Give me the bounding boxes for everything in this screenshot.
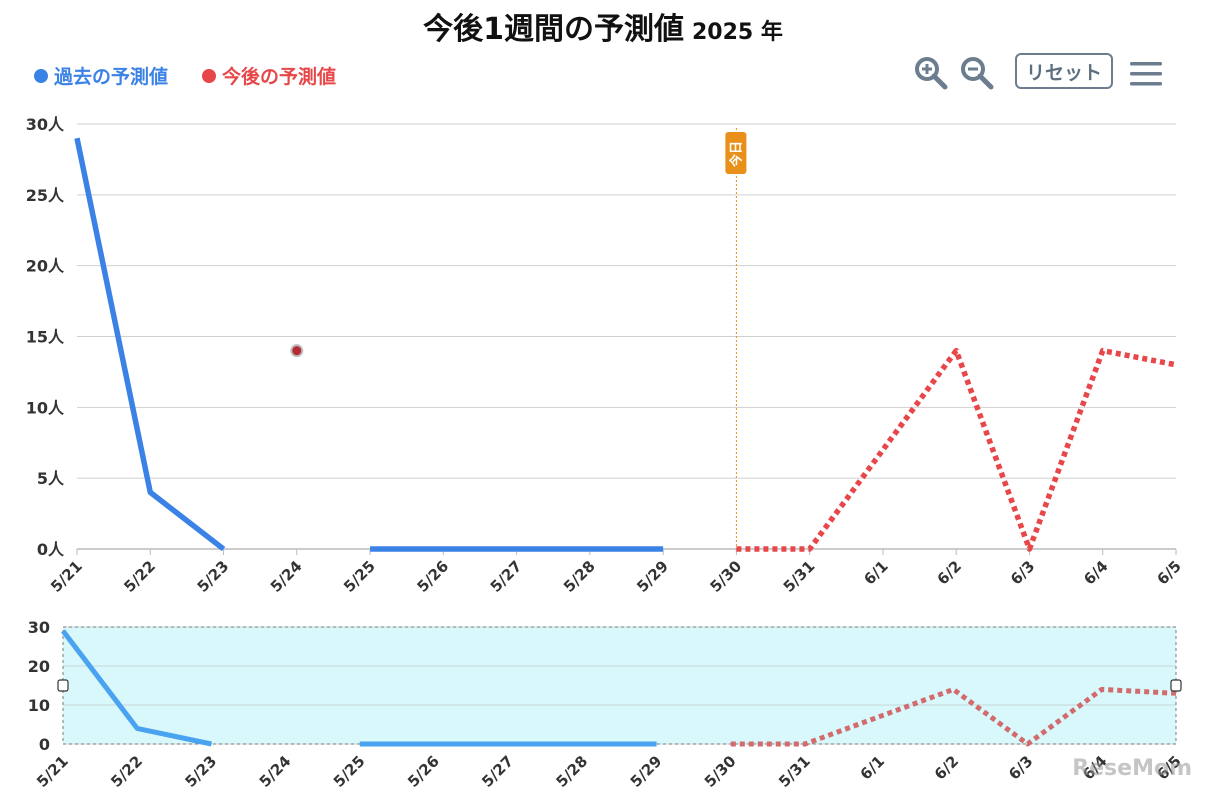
x-tick-label: 5/22 <box>120 557 159 596</box>
navigator-x-tick-group: 5/23 <box>181 752 220 789</box>
navigator-x-tick-group: 6/2 <box>931 752 962 783</box>
navigator-x-tick-group: 5/22 <box>107 752 146 789</box>
y-tick-label: 20人 <box>26 257 65 276</box>
navigator-x-tick-group: 6/1 <box>857 752 888 783</box>
navigator-x-tick-group: 6/3 <box>1005 752 1036 783</box>
x-tick-group: 6/1 <box>860 557 891 588</box>
x-tick-group: 5/26 <box>413 557 452 596</box>
y-tick-label: 10人 <box>26 398 65 417</box>
y-tick-label: 25人 <box>26 186 65 205</box>
navigator-x-tick-label: 5/23 <box>181 752 220 789</box>
navigator-x-tick-group: 5/24 <box>256 752 295 789</box>
x-tick-label: 5/29 <box>633 557 672 596</box>
navigator-x-tick-label: 5/21 <box>33 752 72 789</box>
chart-title-main: 今後1週間の予測値 <box>423 12 684 47</box>
navigator-x-tick-label: 5/22 <box>107 752 146 789</box>
x-tick-group: 5/22 <box>120 557 159 596</box>
x-tick-group: 5/25 <box>340 557 379 596</box>
x-tick-group: 5/31 <box>780 557 819 596</box>
x-tick-label: 6/1 <box>860 557 891 588</box>
navigator-x-tick-group: 5/25 <box>330 752 369 789</box>
legend-dot-past <box>34 68 48 83</box>
reset-button[interactable]: リセット <box>1015 53 1113 89</box>
today-label-group: 今日 <box>728 141 744 168</box>
legend-label-future: 今後の予測値 <box>222 66 337 88</box>
chart-title: 今後1週間の予測値 2025 年 <box>0 4 1206 48</box>
legend-item-past[interactable]: 過去の予測値 <box>34 62 168 89</box>
navigator-x-tick-label: 5/31 <box>775 752 814 789</box>
navigator-x-tick-label: 6/1 <box>857 752 888 783</box>
navigator-x-tick-group: 5/28 <box>552 752 591 789</box>
x-tick-group: 5/23 <box>194 557 233 596</box>
x-tick-label: 5/27 <box>487 557 526 596</box>
x-tick-label: 6/4 <box>1080 557 1111 588</box>
x-tick-label: 6/2 <box>934 557 965 588</box>
navigator-handle-left[interactable] <box>57 679 69 692</box>
today-badge <box>725 132 747 174</box>
x-tick-group: 5/24 <box>267 557 306 596</box>
x-tick-group: 6/2 <box>934 557 965 588</box>
navigator-x-tick-group: 5/21 <box>33 752 72 789</box>
x-tick-group: 6/4 <box>1080 557 1111 588</box>
navigator-y-tick-label: 20 <box>28 657 50 676</box>
navigator-x-tick-group: 5/27 <box>478 752 517 789</box>
today-label: 今日 <box>728 141 744 168</box>
x-tick-group: 5/30 <box>706 557 745 596</box>
navigator-x-tick-label: 5/24 <box>256 752 295 789</box>
navigator-handle-right[interactable] <box>1170 679 1182 692</box>
navigator-x-tick-label: 5/30 <box>701 752 740 789</box>
x-tick-group: 5/29 <box>633 557 672 596</box>
navigator-x-tick-label: 5/29 <box>627 752 666 789</box>
navigator-x-tick-label: 6/3 <box>1005 752 1036 783</box>
x-tick-label: 5/26 <box>413 557 452 596</box>
series-line-future <box>736 347 1177 552</box>
navigator-line-future <box>730 686 1177 747</box>
x-tick-label: 5/28 <box>560 557 599 596</box>
legend-item-future[interactable]: 今後の予測値 <box>202 62 336 89</box>
x-tick-label: 5/30 <box>706 557 745 596</box>
series-line-past <box>74 137 226 552</box>
navigator-y-tick-label: 10 <box>28 696 50 715</box>
data-point-marker <box>290 344 304 358</box>
y-tick-label: 0人 <box>37 540 65 559</box>
navigator-x-tick-label: 6/2 <box>931 752 962 783</box>
navigator-line-past <box>61 629 212 747</box>
watermark-logo: ReseMom <box>1072 756 1192 781</box>
navigator-x-tick-label: 5/26 <box>404 752 443 789</box>
navigator-x-tick-label: 5/27 <box>478 752 517 789</box>
x-tick-group: 5/21 <box>47 557 86 596</box>
x-tick-label: 5/24 <box>267 557 306 596</box>
menu-icon[interactable] <box>1128 60 1164 88</box>
x-tick-label: 5/23 <box>194 557 233 596</box>
navigator-x-tick-group: 5/29 <box>627 752 666 789</box>
x-tick-label: 6/3 <box>1007 557 1038 588</box>
x-tick-group: 5/27 <box>487 557 526 596</box>
legend-label-past: 過去の予測値 <box>54 66 169 88</box>
x-tick-label: 6/5 <box>1153 557 1184 588</box>
navigator-x-tick-label: 5/25 <box>330 752 369 789</box>
y-tick-label: 30人 <box>26 115 65 134</box>
x-tick-group: 6/5 <box>1153 557 1184 588</box>
x-tick-label: 5/21 <box>47 557 86 596</box>
x-tick-group: 6/3 <box>1007 557 1038 588</box>
navigator-x-tick-group: 5/31 <box>775 752 814 789</box>
zoom-in-icon[interactable] <box>912 54 950 92</box>
x-tick-label: 5/25 <box>340 557 379 596</box>
navigator-y-tick-label: 30 <box>28 618 50 637</box>
navigator-y-tick-label: 0 <box>39 735 50 754</box>
navigator-x-tick-label: 5/28 <box>552 752 591 789</box>
chart-title-year: 2025 年 <box>691 20 783 45</box>
x-tick-label: 5/31 <box>780 557 819 596</box>
navigator-selection <box>63 627 1176 744</box>
y-tick-label: 5人 <box>37 469 65 488</box>
zoom-out-icon[interactable] <box>958 54 996 92</box>
y-tick-label: 15人 <box>26 328 65 347</box>
navigator-x-tick-group: 5/26 <box>404 752 443 789</box>
x-tick-group: 5/28 <box>560 557 599 596</box>
legend-dot-future <box>202 68 216 83</box>
navigator-x-tick-group: 5/30 <box>701 752 740 789</box>
